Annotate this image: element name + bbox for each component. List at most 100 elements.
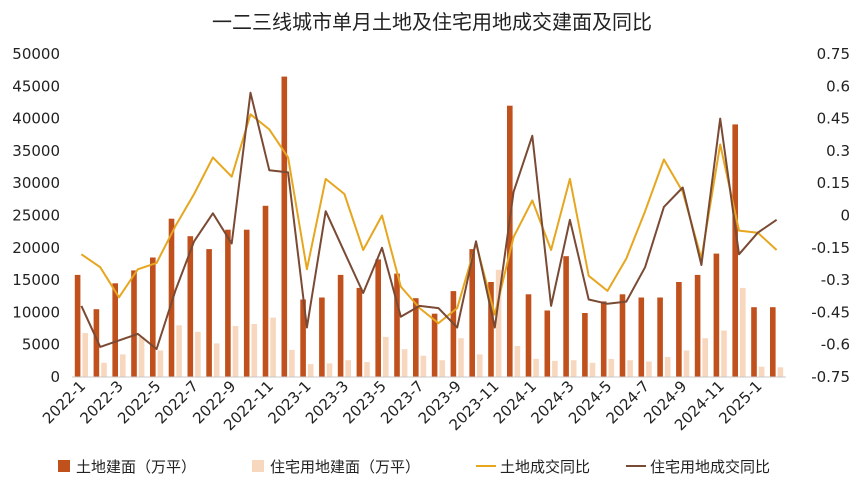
bar <box>544 310 551 377</box>
bar <box>495 269 502 377</box>
bar <box>777 367 784 377</box>
bar <box>420 355 427 377</box>
bar <box>683 350 690 377</box>
x-axis: 2022-12022-32022-52022-72022-92022-11202… <box>39 376 786 434</box>
left-tick-label: 30000 <box>12 174 60 192</box>
left-tick-label: 5000 <box>22 336 60 354</box>
bar <box>751 307 757 377</box>
right-axis: 0.75 0.6 0.45 0.3 0.15 0 -0.15 -0.3 -0.45 -0.6 -0.… <box>811 45 850 386</box>
bar <box>533 358 539 377</box>
bar <box>770 307 776 377</box>
bar <box>563 256 569 377</box>
bar <box>514 346 521 377</box>
chart-title: 一二三线城市单月土地及住宅用地成交建面及同比 <box>212 10 652 34</box>
bar <box>713 253 720 377</box>
legend: 土地建面（万平） 住宅用地建面（万平） 土地成交同比 住宅用地成交同比 <box>58 458 770 476</box>
bar <box>232 326 239 377</box>
line-series <box>80 113 778 325</box>
bar <box>356 287 363 377</box>
left-tick-label: 25000 <box>12 207 60 225</box>
bar <box>93 309 100 377</box>
legend-label: 住宅用地建面（万平） <box>270 458 420 476</box>
x-tick-label: 2025-1 <box>715 377 765 427</box>
bar <box>740 287 746 377</box>
legend-item: 土地建面（万平） <box>58 458 196 476</box>
right-tick-label: -0.3 <box>821 271 850 289</box>
bar <box>157 350 164 377</box>
bar <box>82 333 88 377</box>
left-tick-label: 10000 <box>12 303 60 321</box>
bar <box>589 362 596 377</box>
right-tick-label: 0 <box>840 207 850 225</box>
bar <box>319 297 325 377</box>
bar <box>101 362 107 377</box>
bar <box>582 313 588 377</box>
bar <box>657 297 663 377</box>
bar <box>413 298 419 377</box>
bar <box>206 249 212 377</box>
bar <box>458 338 464 377</box>
bar <box>469 249 475 377</box>
bar <box>570 360 577 377</box>
left-tick-label: 15000 <box>12 271 60 289</box>
bar <box>337 274 344 377</box>
left-axis: 0 5000 10000 15000 20000 25000 30000 35000 40000… <box>12 45 60 386</box>
bar <box>270 317 276 377</box>
bar <box>676 282 682 377</box>
bar <box>638 297 645 377</box>
bar <box>213 343 220 377</box>
bar <box>307 364 314 377</box>
bar <box>383 336 389 377</box>
bar <box>131 270 137 377</box>
bar <box>646 361 652 377</box>
line-series <box>80 91 778 350</box>
bar <box>281 76 288 377</box>
bar <box>251 324 258 377</box>
bar <box>187 236 194 377</box>
legend-label: 土地成交同比 <box>500 458 590 476</box>
bar <box>477 354 483 377</box>
bar <box>450 291 457 377</box>
bar <box>608 358 615 377</box>
left-tick-label: 35000 <box>12 142 60 160</box>
bar <box>225 229 231 377</box>
bar <box>758 366 765 377</box>
bar <box>364 362 370 377</box>
right-tick-label: -0.6 <box>821 336 850 354</box>
bar <box>138 336 145 377</box>
bar <box>289 349 295 377</box>
bar <box>262 205 269 377</box>
bar <box>394 273 400 377</box>
bar <box>439 360 445 377</box>
bar <box>619 294 626 377</box>
bar <box>112 283 118 377</box>
bar <box>732 124 738 378</box>
bar <box>120 354 126 377</box>
bar <box>150 257 156 377</box>
bar <box>507 105 513 377</box>
bar <box>694 274 701 377</box>
left-tick-label: 40000 <box>12 110 60 128</box>
bar <box>627 360 633 377</box>
legend-swatch <box>252 460 264 472</box>
bar <box>326 363 333 377</box>
right-tick-label: -0.45 <box>811 303 850 321</box>
left-tick-label: 50000 <box>12 45 60 63</box>
right-tick-label: -0.75 <box>811 368 850 386</box>
right-tick-label: 0.15 <box>817 174 850 192</box>
bar-series <box>82 269 784 377</box>
right-tick-label: 0.75 <box>817 45 850 63</box>
bar <box>552 360 558 377</box>
left-tick-label: 45000 <box>12 77 60 95</box>
legend-item: 住宅用地建面（万平） <box>252 458 420 476</box>
bar <box>488 282 494 377</box>
bar <box>600 301 607 377</box>
bar <box>195 331 201 377</box>
right-tick-label: -0.15 <box>811 239 850 257</box>
legend-swatch <box>58 460 70 472</box>
left-tick-label: 20000 <box>12 239 60 257</box>
bar <box>243 229 250 377</box>
bar <box>168 218 175 377</box>
bar <box>401 349 408 377</box>
